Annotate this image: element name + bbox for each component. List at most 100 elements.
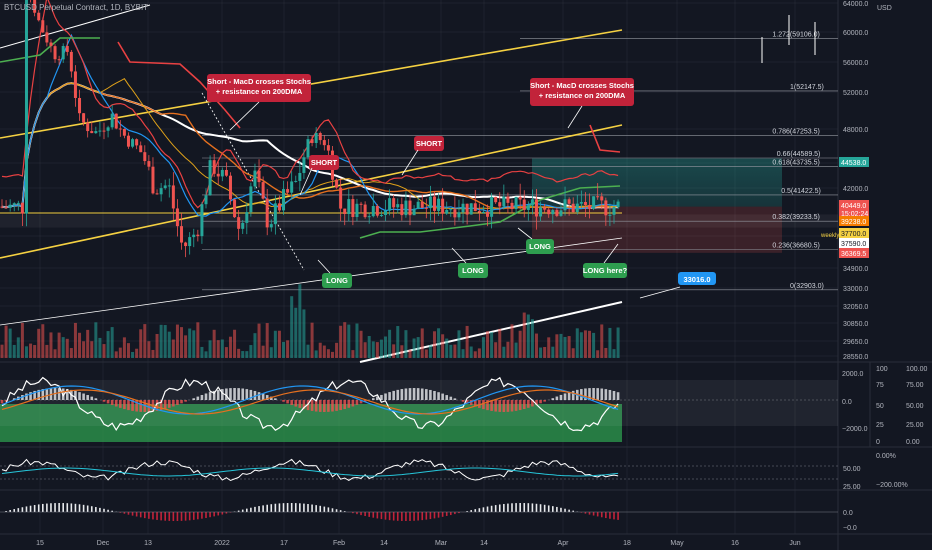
candle-body — [539, 207, 543, 217]
annotations[interactable]: Short - MacD crosses Stochs+ resistance … — [207, 74, 716, 288]
volume-bar — [539, 347, 543, 358]
fib-label: 0.618(43735.5) — [772, 159, 819, 166]
momentum-bar — [123, 512, 126, 514]
callout-long-here-bg — [583, 263, 627, 278]
price-label-bg — [839, 216, 869, 226]
momentum-bar — [417, 512, 419, 521]
momentum-bar — [425, 512, 428, 520]
macd-histogram-bar — [363, 400, 367, 402]
macd-histogram-bar — [33, 390, 36, 400]
momentum-bar — [523, 503, 526, 512]
momentum-bar — [160, 512, 162, 521]
volume-bar — [147, 341, 151, 358]
momentum-bar — [600, 512, 603, 518]
candle-body — [118, 128, 122, 130]
momentum-bar — [352, 512, 354, 514]
callout-short-a[interactable]: SHORT — [309, 155, 339, 170]
candle-body — [583, 202, 587, 205]
macd-histogram-bar — [25, 393, 28, 400]
momentum-bar — [33, 505, 36, 512]
candle-body — [53, 46, 57, 60]
callout-long-a[interactable]: LONG — [322, 273, 352, 288]
candle-body — [616, 201, 620, 208]
volume-bar — [114, 351, 118, 358]
candle-body — [261, 182, 265, 199]
candle-body — [359, 203, 363, 205]
candle-body — [600, 196, 604, 201]
macd-histogram-bar — [45, 388, 49, 400]
price-tick: 42000.0 — [843, 186, 868, 193]
candle-body — [432, 196, 436, 211]
macd-histogram-bar — [327, 400, 330, 412]
momentum-bar — [401, 512, 403, 521]
volume-bar — [49, 332, 53, 358]
callout-target[interactable]: 33016.0 — [678, 272, 716, 285]
callout-short-200dma-2[interactable]: Short - MacD crosses Stochs+ resistance … — [530, 78, 634, 106]
candle-body — [461, 203, 465, 213]
channel-bottom-line — [0, 124, 623, 259]
fib-label: 0.382(39233.5) — [772, 214, 819, 221]
momentum-bar — [323, 506, 326, 512]
price-label: 39238.0 — [839, 216, 869, 226]
price-label-bg — [839, 248, 869, 258]
volume-bar — [477, 348, 481, 358]
price-label-text: 15:02:24 — [841, 211, 868, 218]
momentum-bar — [246, 508, 248, 512]
volume-bar — [41, 324, 45, 358]
candle-body — [445, 209, 449, 214]
volume-bar — [326, 349, 330, 358]
candle-body — [49, 42, 53, 47]
volume-bar — [371, 341, 375, 358]
callout-short-b-text: SHORT — [416, 139, 443, 148]
callout-long-b[interactable]: LONG — [458, 263, 488, 278]
candle-body — [559, 210, 563, 216]
volume-bar — [29, 343, 33, 358]
hist-tick: 0.0 — [843, 510, 853, 517]
candle-body — [469, 203, 473, 215]
volume-bar — [473, 351, 477, 358]
momentum-bar — [437, 512, 440, 518]
macd-histogram-bar — [343, 400, 347, 410]
price-label: 15:02:24 — [839, 208, 869, 218]
volume-bar — [600, 324, 604, 358]
volume-bar — [245, 351, 249, 358]
candle-body — [343, 208, 347, 215]
momentum-bar — [172, 512, 175, 521]
macd-histogram-bar — [441, 393, 444, 400]
macd-histogram-bar — [216, 389, 220, 400]
macd-histogram-bar — [306, 400, 310, 411]
momentum-bar — [356, 512, 358, 515]
volume-bar — [294, 307, 298, 358]
volume-bar — [408, 349, 412, 358]
callout-long-c[interactable]: LONG — [526, 239, 554, 254]
volume-bar — [355, 323, 359, 358]
volume-bar — [33, 345, 37, 358]
currency-label: USD — [877, 5, 892, 12]
callout-long-here[interactable]: LONG here? — [583, 263, 628, 278]
supertrend-red — [117, 41, 621, 153]
momentum-bar — [156, 512, 158, 520]
candle-body — [277, 203, 281, 211]
volume-bar — [592, 332, 596, 358]
macd-histogram-bar — [184, 400, 187, 402]
callout-short-b[interactable]: SHORT — [414, 136, 444, 151]
momentum-bar — [29, 505, 32, 512]
momentum-bar — [17, 508, 20, 512]
macd-histogram-bar — [294, 400, 298, 407]
volume-bar — [330, 351, 334, 358]
price-label: 36369.5 — [839, 248, 869, 258]
volume-bar — [118, 347, 122, 358]
candle-body — [424, 207, 428, 209]
callout-short-200dma-1[interactable]: Short - MacD crosses Stochs+ resistance … — [207, 74, 311, 102]
macd-histogram-bar — [567, 392, 571, 400]
candle-body — [498, 202, 502, 207]
macd-histogram-bar — [592, 388, 595, 400]
candle-body — [396, 204, 400, 208]
candle-body — [367, 216, 371, 218]
candle-body — [135, 139, 139, 146]
ma-10 — [1, 0, 619, 209]
momentum-bar — [503, 503, 505, 512]
candle-body — [102, 130, 106, 132]
momentum-bar — [568, 509, 570, 512]
